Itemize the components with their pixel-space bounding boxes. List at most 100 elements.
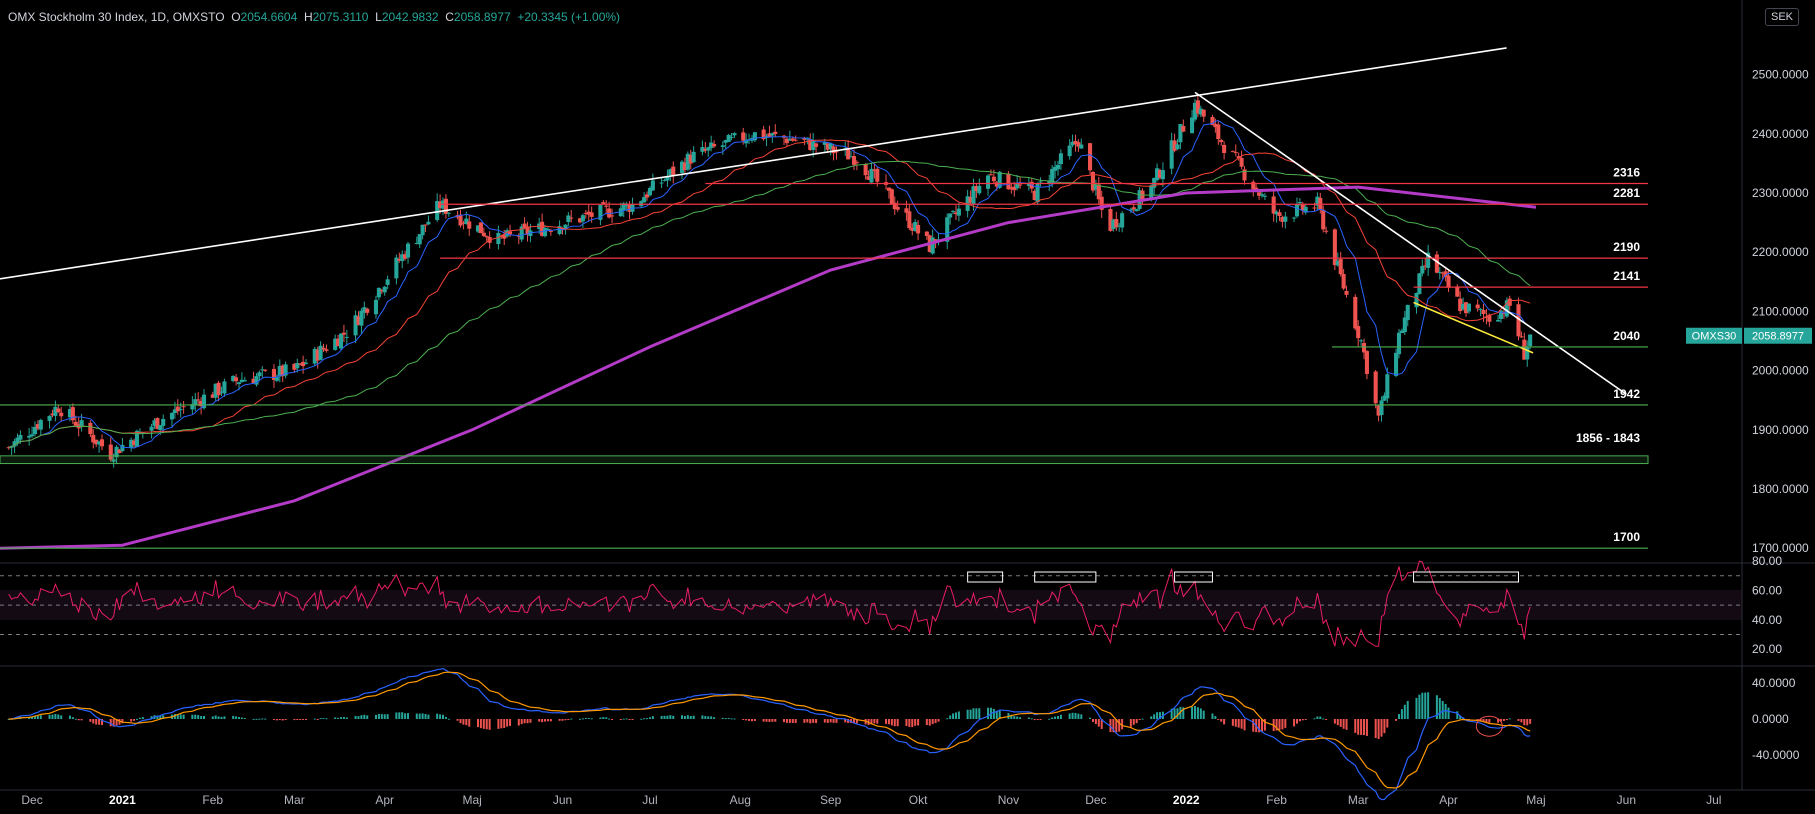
candle-body bbox=[1440, 272, 1445, 274]
macd-histogram-bar bbox=[182, 714, 185, 719]
candle-body bbox=[1108, 208, 1113, 231]
candle-body bbox=[580, 215, 585, 222]
candle-body bbox=[27, 435, 32, 438]
candle-body bbox=[682, 162, 687, 171]
macd-histogram-bar bbox=[235, 716, 238, 719]
macd-histogram-bar bbox=[1438, 698, 1441, 719]
candle-body bbox=[1131, 207, 1136, 210]
macd-histogram-bar bbox=[599, 717, 602, 719]
candle-body bbox=[312, 348, 317, 364]
candle-body bbox=[201, 394, 207, 409]
candle-body bbox=[181, 406, 186, 408]
candle-body bbox=[341, 332, 346, 335]
macd-histogram-bar bbox=[252, 718, 255, 720]
macd-histogram-bar bbox=[803, 719, 806, 723]
candle-body bbox=[1271, 196, 1276, 214]
macd-histogram-bar bbox=[488, 719, 491, 730]
macd-histogram-bar bbox=[68, 715, 71, 719]
macd-histogram-bar bbox=[1141, 718, 1144, 720]
candle-body bbox=[280, 365, 285, 377]
candle-body bbox=[79, 420, 84, 427]
macd-histogram-bar bbox=[806, 719, 809, 723]
ma-fast-line bbox=[8, 120, 1531, 449]
candle-body bbox=[365, 308, 370, 313]
candle-body bbox=[505, 230, 510, 237]
macd-histogram-bar bbox=[337, 717, 340, 719]
macd-histogram-bar bbox=[1129, 719, 1132, 727]
candle-body bbox=[741, 132, 746, 141]
candle-body bbox=[831, 146, 836, 154]
macd-histogram-bar bbox=[681, 715, 684, 719]
rsi-line bbox=[8, 560, 1531, 648]
candle-body bbox=[464, 218, 469, 224]
candle-body bbox=[627, 204, 632, 212]
macd-histogram-bar bbox=[683, 715, 686, 719]
macd-histogram-bar bbox=[1039, 719, 1042, 720]
macd-histogram-bar bbox=[223, 716, 226, 719]
macd-histogram-bar bbox=[957, 711, 960, 719]
macd-histogram-bar bbox=[1295, 719, 1298, 724]
macd-histogram-bar bbox=[526, 719, 529, 724]
chart-header: OMX Stockholm 30 Index, 1D, OMXSTO O2054… bbox=[8, 10, 620, 24]
macd-histogram-bar bbox=[852, 719, 855, 724]
candle-body bbox=[1379, 400, 1384, 416]
macd-histogram-bar bbox=[1156, 712, 1159, 719]
candle-body bbox=[443, 198, 448, 214]
candle-body bbox=[703, 148, 708, 151]
macd-tick-label: 40.0000 bbox=[1752, 676, 1796, 690]
macd-histogram-bar bbox=[1121, 719, 1124, 730]
candle-body bbox=[1195, 100, 1200, 114]
candle-body bbox=[729, 136, 734, 138]
candle-body bbox=[467, 221, 472, 229]
candle-body bbox=[808, 139, 813, 150]
macd-histogram-bar bbox=[1196, 707, 1199, 719]
candle-body bbox=[1251, 181, 1256, 190]
candle-body bbox=[1478, 309, 1483, 311]
candle-body bbox=[172, 409, 177, 414]
candle-body bbox=[854, 162, 859, 164]
candle-body bbox=[991, 176, 996, 182]
candle-body bbox=[257, 372, 262, 377]
macd-histogram-bar bbox=[1176, 708, 1179, 719]
macd-histogram-bar bbox=[138, 717, 141, 719]
high-value: 2075.3110 bbox=[312, 10, 369, 24]
macd-histogram-bar bbox=[768, 719, 771, 722]
macd-histogram-bar bbox=[1313, 718, 1316, 720]
macd-histogram-bar bbox=[374, 714, 377, 719]
candle-body bbox=[1210, 116, 1215, 126]
candle-body bbox=[560, 228, 565, 230]
falling-trendline bbox=[1194, 91, 1627, 395]
macd-histogram-bar bbox=[293, 719, 296, 721]
candle-body bbox=[234, 377, 239, 382]
macd-histogram-bar bbox=[1363, 719, 1366, 736]
macd-histogram-bar bbox=[447, 718, 450, 720]
candle-body bbox=[945, 217, 950, 242]
candle-body bbox=[134, 430, 140, 448]
candle-body bbox=[1426, 252, 1431, 268]
macd-histogram-bar bbox=[366, 715, 369, 719]
candle-body bbox=[1382, 395, 1387, 401]
candle-body bbox=[324, 349, 329, 351]
level-label-2141: 2141 bbox=[1613, 269, 1640, 283]
candle-body bbox=[417, 234, 422, 245]
candle-body bbox=[1446, 275, 1451, 288]
macd-histogram-bar bbox=[809, 719, 812, 724]
overbought-box bbox=[1034, 571, 1097, 583]
candle-body bbox=[219, 391, 224, 393]
candle-body bbox=[32, 426, 38, 435]
candle-body bbox=[1496, 319, 1501, 322]
close-value: 2058.8977 bbox=[453, 10, 511, 24]
macd-histogram-bar bbox=[1118, 719, 1121, 732]
time-tick-label: 2022 bbox=[1173, 793, 1200, 807]
candle-body bbox=[155, 418, 160, 429]
macd-histogram-bar bbox=[133, 719, 136, 721]
macd-histogram-bar bbox=[275, 719, 278, 721]
macd-histogram-bar bbox=[398, 712, 401, 719]
candle-body bbox=[190, 404, 195, 410]
candle-body bbox=[1262, 195, 1267, 197]
currency-button[interactable]: SEK bbox=[1764, 8, 1799, 26]
macd-histogram-bar bbox=[1068, 713, 1071, 719]
macd-histogram-bar bbox=[1159, 712, 1161, 719]
candle-body bbox=[671, 166, 676, 176]
